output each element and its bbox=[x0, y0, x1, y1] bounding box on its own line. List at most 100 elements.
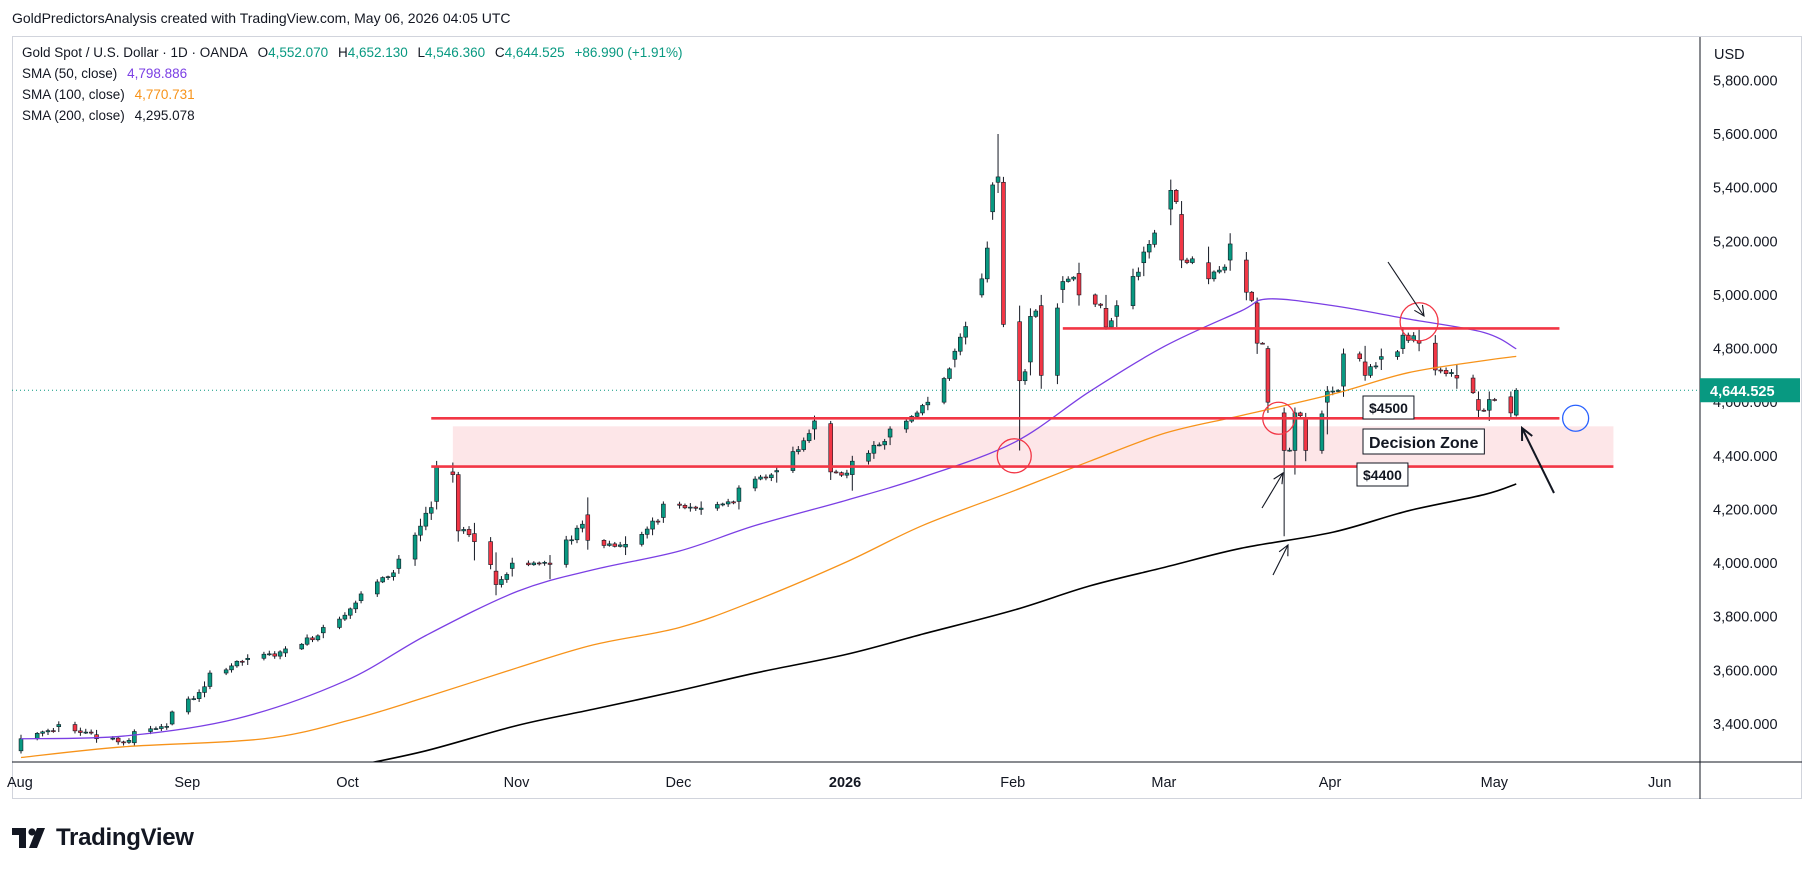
candle-body-down bbox=[1438, 369, 1443, 372]
candle-body-down bbox=[1492, 399, 1497, 401]
sma50-value: 4,798.886 bbox=[127, 66, 188, 81]
candle bbox=[569, 535, 574, 545]
candle-body-up bbox=[758, 476, 763, 480]
price-label-4500: $4500 bbox=[1362, 395, 1415, 420]
tradingview-logo-icon bbox=[12, 828, 45, 848]
candle bbox=[715, 501, 720, 511]
candle bbox=[677, 501, 682, 509]
symbol-name[interactable]: Gold Spot / U.S. Dollar · 1D · OANDA bbox=[22, 45, 248, 60]
candle-body-up bbox=[159, 726, 164, 729]
candle bbox=[796, 446, 801, 455]
candle bbox=[310, 636, 315, 643]
candle-body-up bbox=[715, 504, 720, 509]
tradingview-logo[interactable]: TradingView bbox=[12, 823, 194, 853]
candle bbox=[806, 429, 812, 443]
sma100-line bbox=[20, 355, 1517, 759]
candle-body-up bbox=[1190, 258, 1195, 263]
sma50-legend[interactable]: SMA (50, close) 4,798.886 bbox=[22, 66, 193, 81]
candle-body-up bbox=[1487, 399, 1492, 411]
candle-body-up bbox=[650, 520, 655, 530]
candle-body-up bbox=[661, 503, 666, 518]
candle bbox=[1098, 303, 1103, 309]
sma100-legend[interactable]: SMA (100, close) 4,770.731 bbox=[22, 87, 201, 102]
candle bbox=[1244, 252, 1249, 301]
candle bbox=[229, 663, 234, 673]
arrow-head bbox=[1273, 471, 1284, 485]
candle-body-down bbox=[78, 730, 83, 733]
candle bbox=[418, 518, 423, 542]
x-tick-label: May bbox=[1481, 775, 1509, 791]
decision-zone-label-box bbox=[1362, 428, 1485, 455]
candle-body-down bbox=[1017, 321, 1022, 382]
candle bbox=[272, 651, 277, 659]
sma200-value: 4,295.078 bbox=[134, 108, 195, 123]
candle-body-down bbox=[547, 562, 553, 565]
candle bbox=[952, 348, 958, 368]
candle-body-up bbox=[882, 441, 887, 446]
candle bbox=[1433, 335, 1438, 376]
candle bbox=[1065, 276, 1071, 283]
candle bbox=[40, 730, 45, 737]
last-price-badge: 4,644.525 bbox=[1700, 378, 1800, 403]
candle bbox=[380, 576, 385, 584]
candle bbox=[1222, 264, 1228, 274]
symbol-legend[interactable]: Gold Spot / U.S. Dollar · 1D · OANDA O4,… bbox=[22, 45, 689, 60]
candle bbox=[115, 736, 121, 745]
candle-body-up bbox=[542, 562, 547, 564]
candle-body-up bbox=[380, 577, 385, 583]
x-tick-label: Aug bbox=[7, 775, 33, 791]
sma200-legend[interactable]: SMA (200, close) 4,295.078 bbox=[22, 108, 201, 123]
candle-body-up bbox=[1335, 390, 1341, 392]
candle-body-up bbox=[277, 651, 283, 657]
candle-body-up bbox=[990, 184, 995, 213]
candle-body-up bbox=[348, 608, 353, 616]
candle bbox=[234, 660, 240, 668]
candle-body-up bbox=[796, 449, 801, 452]
price-label-4500-box bbox=[1362, 395, 1415, 420]
highlight-circle bbox=[1262, 401, 1296, 435]
candle-body-down bbox=[1179, 214, 1184, 261]
candle-body-down bbox=[1443, 370, 1449, 374]
candle bbox=[245, 654, 250, 665]
candle-body-down bbox=[1098, 303, 1103, 306]
candle bbox=[358, 591, 364, 604]
candle-body-up bbox=[223, 669, 229, 674]
candle-body-up bbox=[148, 728, 153, 732]
candle bbox=[1146, 240, 1152, 259]
candle bbox=[56, 721, 62, 733]
candle-body-up bbox=[499, 579, 504, 585]
candle-body-up bbox=[186, 698, 191, 713]
candle bbox=[1022, 369, 1028, 385]
candle-body-up bbox=[1287, 449, 1292, 452]
candle bbox=[493, 552, 499, 596]
candle bbox=[1033, 309, 1039, 318]
candle-body-up bbox=[315, 635, 321, 641]
candle bbox=[1265, 345, 1271, 413]
y-tick-label: 4,000.000 bbox=[1713, 556, 1778, 572]
candle-body-up bbox=[45, 730, 51, 733]
candle bbox=[1281, 407, 1287, 537]
candle-body-up bbox=[321, 627, 326, 634]
candle-body-up bbox=[461, 529, 466, 532]
candle bbox=[1481, 408, 1487, 412]
candle bbox=[159, 723, 164, 732]
candle-body-down bbox=[1303, 417, 1308, 451]
candle bbox=[850, 455, 855, 491]
candle-body-up bbox=[353, 602, 358, 610]
price-label-4400-box bbox=[1356, 462, 1409, 487]
candle-body-up bbox=[504, 574, 510, 580]
candle bbox=[580, 520, 585, 533]
candle-body-down bbox=[536, 562, 542, 565]
candle-body-down bbox=[1001, 181, 1006, 325]
x-tick-label: Feb bbox=[1000, 775, 1025, 791]
candle bbox=[1476, 391, 1481, 419]
candle bbox=[1103, 294, 1109, 330]
candle-body-down bbox=[115, 737, 121, 743]
candle bbox=[321, 624, 326, 639]
candle-body-up bbox=[191, 698, 196, 700]
candle-body-up bbox=[1292, 412, 1298, 451]
candle bbox=[1028, 308, 1033, 376]
candle-body-up bbox=[877, 444, 882, 447]
candle-body-down bbox=[1076, 273, 1082, 296]
